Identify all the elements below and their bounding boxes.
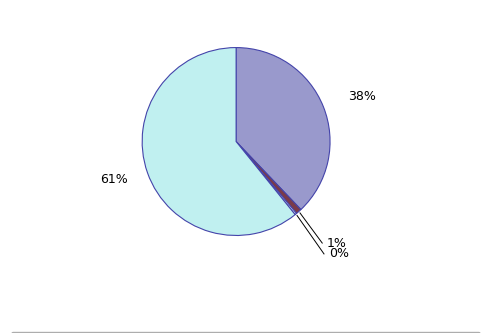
Text: 0%: 0% (328, 247, 349, 260)
Text: 38%: 38% (348, 90, 376, 103)
Legend: Wages & Salaries, Employee Benefits, Operating Expenses, Public Assistance: Wages & Salaries, Employee Benefits, Ope… (11, 332, 480, 333)
Wedge shape (236, 142, 301, 213)
Text: 61%: 61% (100, 173, 128, 186)
Text: 1%: 1% (327, 236, 347, 249)
Wedge shape (236, 48, 330, 209)
Wedge shape (142, 48, 295, 235)
Wedge shape (236, 142, 297, 214)
